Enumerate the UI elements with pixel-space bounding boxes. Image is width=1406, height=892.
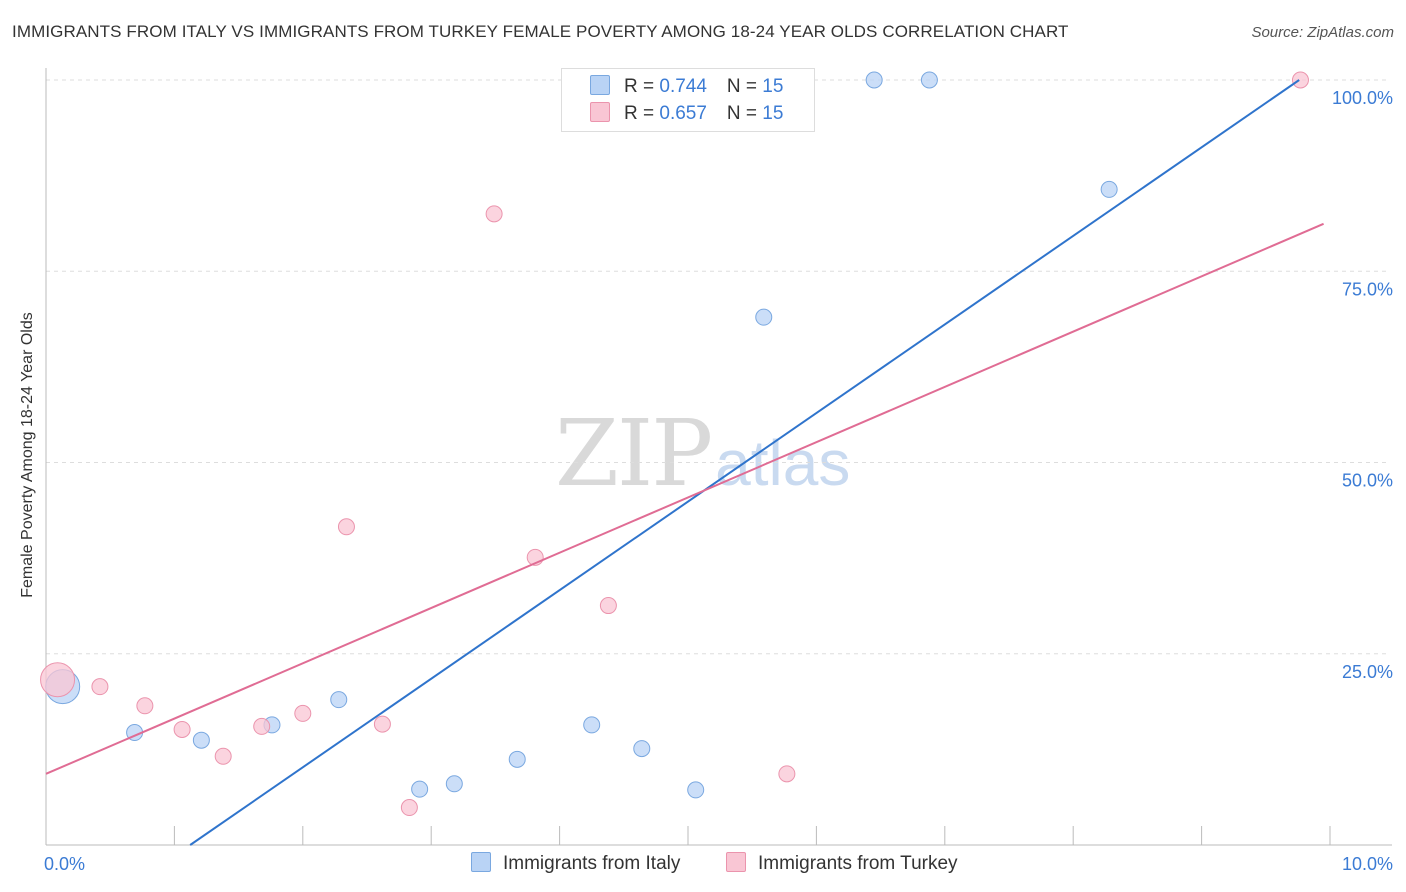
italy-n-value: 15 (762, 76, 784, 97)
y-tick-label: 100.0% (1332, 88, 1393, 108)
turkey-point (214, 747, 232, 765)
turkey-point (91, 678, 109, 696)
italy-point (1100, 180, 1118, 198)
bottom-italy-swatch (471, 852, 491, 872)
x-tick-label: 10.0% (1342, 854, 1393, 874)
turkey-point (485, 205, 503, 223)
italy-swatch (590, 75, 610, 95)
turkey-n-value: 15 (762, 103, 784, 124)
legend-row-italy: R = 0.744 N = 15 (590, 75, 783, 98)
turkey-point (136, 697, 154, 715)
y-tick-label: 25.0% (1342, 662, 1393, 682)
italy-point (411, 780, 429, 798)
italy-point (508, 750, 526, 768)
italy-point (755, 308, 773, 326)
source-credit: Source: ZipAtlas.com (1251, 24, 1394, 41)
italy-point (633, 740, 651, 758)
italy-point (687, 781, 705, 799)
italy-point (330, 691, 348, 709)
bottom-turkey-label: Immigrants from Turkey (758, 853, 958, 874)
turkey-point (294, 704, 312, 722)
turkey-n-label: N = (726, 103, 763, 124)
y-tick-label: 50.0% (1342, 471, 1393, 491)
turkey-r-value: 0.657 (659, 103, 707, 124)
italy-point (865, 71, 883, 89)
italy-point (583, 716, 601, 734)
italy-point (920, 71, 938, 89)
watermark-zip: ZIP (555, 400, 713, 507)
turkey-swatch (590, 102, 610, 122)
turkey-point (599, 597, 617, 615)
turkey-point (1291, 71, 1309, 89)
chart-title: IMMIGRANTS FROM ITALY VS IMMIGRANTS FROM… (12, 22, 1069, 41)
stats-legend: R = 0.744 N = 15 R = 0.657 N = 15 (561, 68, 815, 132)
x-tick-label: 0.0% (44, 854, 85, 874)
turkey-trend-line (45, 222, 1324, 775)
watermark: ZIPatlas (555, 400, 850, 507)
turkey-point (373, 715, 391, 733)
bottom-italy-label: Immigrants from Italy (503, 853, 681, 874)
bottom-legend-italy: Immigrants from Italy (471, 852, 680, 875)
italy-point (192, 731, 210, 749)
italy-n-label: N = (726, 76, 763, 97)
turkey-point (400, 799, 418, 817)
turkey-r-label: R = (624, 103, 660, 124)
italy-r-value: 0.744 (659, 76, 707, 97)
turkey-point (40, 662, 76, 698)
bottom-legend-turkey: Immigrants from Turkey (726, 852, 958, 875)
italy-r-label: R = (624, 76, 660, 97)
bottom-turkey-swatch (726, 852, 746, 872)
italy-trend-line (189, 79, 1300, 846)
turkey-point (337, 518, 355, 536)
turkey-point (173, 720, 191, 738)
italy-point (445, 775, 463, 793)
turkey-point (778, 765, 796, 783)
legend-row-turkey: R = 0.657 N = 15 (590, 102, 783, 125)
turkey-point (253, 717, 271, 735)
y-tick-label: 75.0% (1342, 279, 1393, 299)
